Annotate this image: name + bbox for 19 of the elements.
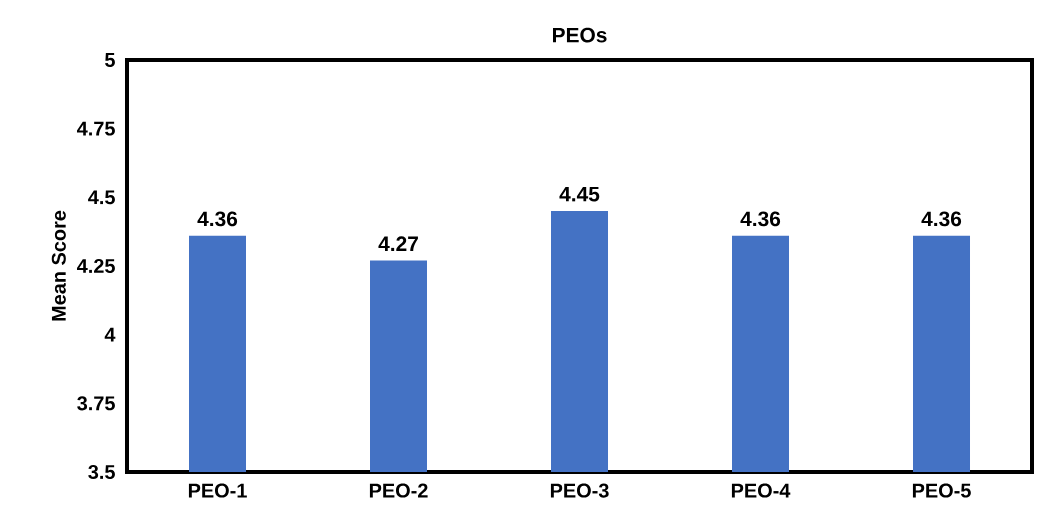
x-tick-label: PEO-3 — [550, 483, 609, 498]
y-tick-label: 3.75 — [77, 396, 115, 411]
y-tick-label: 3.5 — [88, 464, 115, 480]
y-tick-label: 4 — [104, 327, 116, 342]
data-label: 4.36 — [197, 211, 238, 227]
y-tick-label: 5 — [105, 53, 115, 67]
y-tick-label: 4.5 — [88, 190, 115, 205]
x-tick-label: PEO-2 — [369, 483, 428, 498]
data-label: 4.45 — [559, 186, 600, 202]
y-axis-title: Mean Score — [51, 210, 66, 321]
y-tick-label: 4.25 — [77, 258, 115, 274]
x-tick-label: PEO-4 — [731, 483, 791, 498]
data-label: 4.36 — [740, 211, 781, 227]
x-tick-label: PEO-1 — [188, 483, 247, 498]
x-tick-label: PEO-5 — [912, 483, 971, 498]
data-label: 4.36 — [921, 211, 962, 227]
y-tick-label: 4.75 — [77, 121, 115, 136]
chart-title: PEOs — [553, 27, 607, 43]
data-label: 4.27 — [378, 236, 418, 251]
